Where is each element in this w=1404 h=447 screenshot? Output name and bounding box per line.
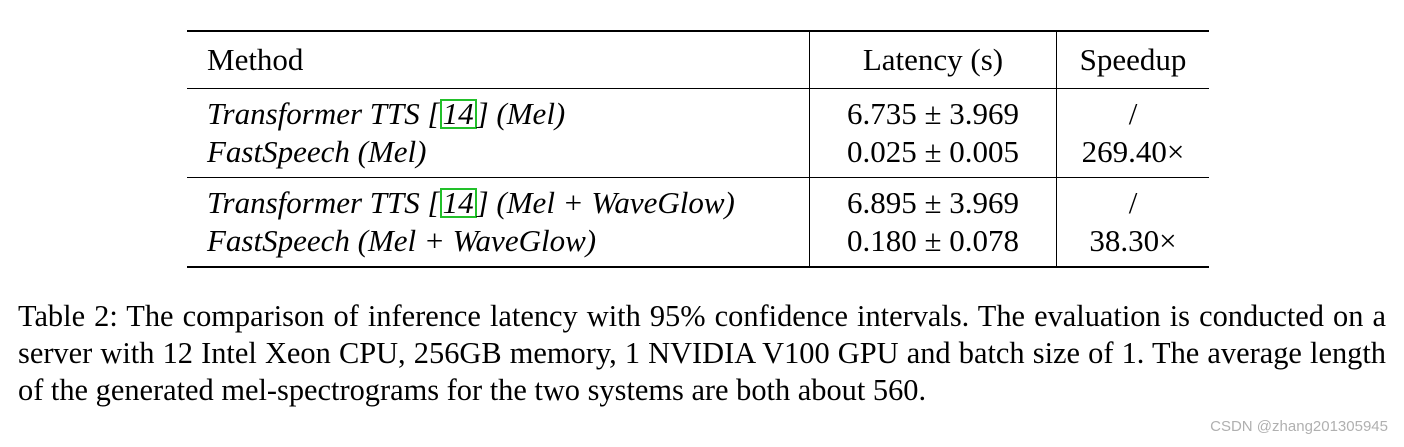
table-header-row: Method Latency (s) Speedup bbox=[187, 31, 1209, 89]
results-table-container: Method Latency (s) Speedup Transformer T… bbox=[187, 30, 1209, 268]
method-variant: ] (Mel) bbox=[476, 96, 566, 131]
method-name: FastSpeech (Mel + WaveGlow) bbox=[207, 223, 597, 258]
latency-cell: 0.180 ± 0.078 bbox=[809, 222, 1057, 267]
latency-cell: 0.025 ± 0.005 bbox=[809, 133, 1057, 178]
method-cell: Transformer TTS [14] (Mel) bbox=[187, 89, 810, 134]
latency-cell: 6.735 ± 3.969 bbox=[809, 88, 1057, 133]
header-method: Method bbox=[207, 42, 304, 77]
method-name: FastSpeech (Mel) bbox=[207, 134, 427, 169]
table-caption: Table 2: The comparison of inference lat… bbox=[18, 299, 1386, 407]
speedup-cell: 269.40× bbox=[1056, 133, 1209, 178]
method-name: Transformer TTS [ bbox=[207, 185, 440, 220]
header-speedup: Speedup bbox=[1056, 31, 1209, 89]
speedup-cell: / bbox=[1056, 88, 1209, 133]
method-name: Transformer TTS [ bbox=[207, 96, 440, 131]
table-row: FastSpeech (Mel + WaveGlow) 0.180 ± 0.07… bbox=[187, 222, 1209, 267]
header-latency: Latency (s) bbox=[809, 31, 1057, 89]
citation-link[interactable]: 14 bbox=[439, 98, 477, 129]
table-row: Transformer TTS [14] (Mel + WaveGlow) 6.… bbox=[187, 177, 1209, 223]
citation-link[interactable]: 14 bbox=[439, 187, 477, 218]
method-cell: FastSpeech (Mel + WaveGlow) bbox=[187, 222, 810, 267]
table-row: Transformer TTS [14] (Mel) 6.735 ± 3.969… bbox=[187, 88, 1209, 134]
latency-table: Method Latency (s) Speedup Transformer T… bbox=[187, 30, 1209, 268]
method-cell: Transformer TTS [14] (Mel + WaveGlow) bbox=[187, 178, 810, 223]
speedup-cell: 38.30× bbox=[1056, 222, 1209, 267]
table-row: FastSpeech (Mel) 0.025 ± 0.005 269.40× bbox=[187, 133, 1209, 178]
method-cell: FastSpeech (Mel) bbox=[187, 133, 810, 178]
watermark: CSDN @zhang201305945 bbox=[1210, 418, 1388, 435]
method-variant: ] (Mel + WaveGlow) bbox=[476, 185, 735, 220]
latency-cell: 6.895 ± 3.969 bbox=[809, 177, 1057, 222]
speedup-cell: / bbox=[1056, 177, 1209, 222]
